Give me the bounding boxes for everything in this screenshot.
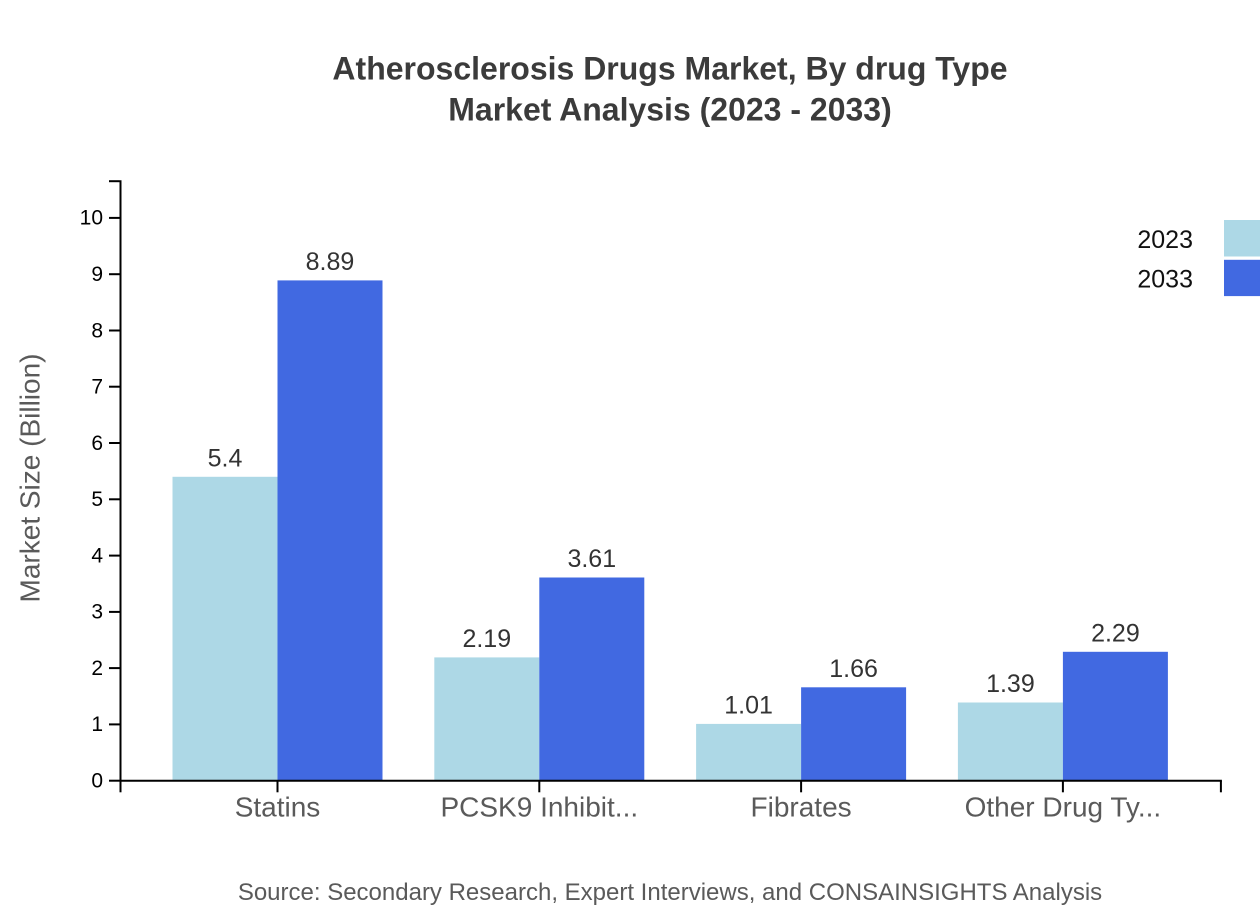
svg-text:5: 5 — [91, 488, 103, 511]
svg-text:0: 0 — [91, 770, 103, 793]
svg-text:5.4: 5.4 — [208, 444, 243, 472]
svg-text:1.66: 1.66 — [829, 655, 878, 683]
svg-text:Market Analysis (2023 - 2033): Market Analysis (2023 - 2033) — [448, 91, 892, 127]
svg-text:9: 9 — [91, 263, 103, 286]
svg-text:Statins: Statins — [235, 792, 321, 823]
svg-text:1.39: 1.39 — [986, 670, 1035, 698]
svg-text:1: 1 — [91, 713, 103, 736]
svg-text:Market Size (Billion): Market Size (Billion) — [15, 354, 46, 603]
svg-text:2.29: 2.29 — [1091, 619, 1140, 647]
svg-text:6: 6 — [91, 432, 103, 455]
svg-text:3.61: 3.61 — [567, 545, 616, 573]
svg-text:1.01: 1.01 — [724, 691, 773, 719]
svg-text:2: 2 — [91, 657, 103, 680]
svg-text:4: 4 — [91, 544, 103, 567]
svg-text:8.89: 8.89 — [306, 248, 355, 276]
svg-text:Source: Secondary Research, Ex: Source: Secondary Research, Expert Inter… — [238, 879, 1102, 906]
svg-text:7: 7 — [91, 376, 103, 399]
svg-text:Fibrates: Fibrates — [751, 792, 852, 823]
svg-text:PCSK9 Inhibit...: PCSK9 Inhibit... — [440, 792, 638, 823]
svg-text:2023: 2023 — [1137, 226, 1193, 254]
svg-text:3: 3 — [91, 601, 103, 624]
svg-text:8: 8 — [91, 319, 103, 342]
svg-text:10: 10 — [80, 207, 103, 230]
svg-text:Other Drug Ty...: Other Drug Ty... — [965, 792, 1162, 823]
svg-text:Atherosclerosis Drugs Market,: Atherosclerosis Drugs Market, By drug Ty… — [332, 51, 1007, 87]
svg-text:2033: 2033 — [1137, 266, 1193, 294]
svg-text:2.19: 2.19 — [462, 625, 511, 653]
